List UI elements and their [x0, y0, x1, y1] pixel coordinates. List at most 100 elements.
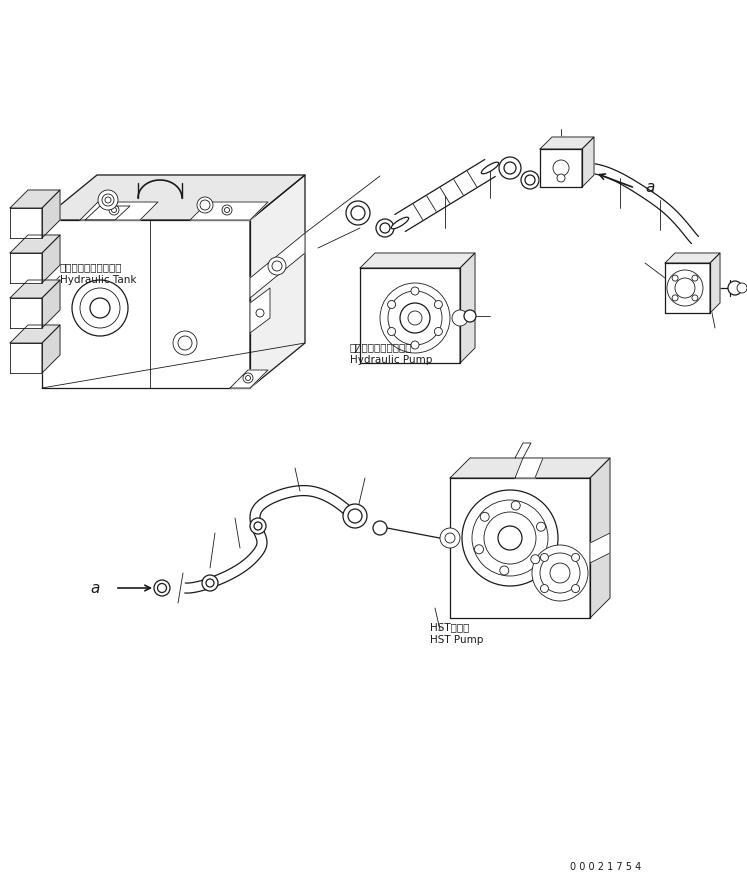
- Circle shape: [511, 501, 520, 510]
- Circle shape: [525, 175, 535, 185]
- Circle shape: [440, 528, 460, 548]
- Polygon shape: [710, 253, 720, 313]
- Circle shape: [348, 509, 362, 523]
- Polygon shape: [10, 280, 60, 298]
- Circle shape: [72, 280, 128, 336]
- Circle shape: [80, 288, 120, 328]
- Circle shape: [540, 553, 580, 593]
- Polygon shape: [250, 175, 305, 388]
- Text: ハイドロリックタンク: ハイドロリックタンク: [60, 262, 123, 272]
- Circle shape: [206, 579, 214, 587]
- Polygon shape: [450, 478, 590, 618]
- Polygon shape: [10, 253, 42, 283]
- Circle shape: [521, 171, 539, 189]
- Circle shape: [571, 553, 580, 561]
- Circle shape: [480, 512, 489, 521]
- Polygon shape: [590, 533, 610, 563]
- Text: Hydraulic Tank: Hydraulic Tank: [60, 275, 137, 285]
- Circle shape: [343, 504, 367, 528]
- Circle shape: [536, 522, 545, 531]
- Polygon shape: [540, 149, 582, 187]
- Circle shape: [250, 518, 266, 534]
- Circle shape: [105, 197, 111, 203]
- Circle shape: [254, 522, 262, 530]
- Text: Hydraulic Pump: Hydraulic Pump: [350, 355, 433, 365]
- Circle shape: [550, 563, 570, 583]
- Circle shape: [464, 310, 476, 322]
- Circle shape: [388, 328, 396, 336]
- Circle shape: [672, 295, 678, 301]
- Circle shape: [222, 205, 232, 215]
- Circle shape: [373, 521, 387, 535]
- Circle shape: [154, 580, 170, 596]
- Circle shape: [346, 201, 370, 225]
- Circle shape: [435, 328, 442, 336]
- Circle shape: [531, 555, 540, 564]
- Text: a: a: [645, 180, 654, 195]
- Polygon shape: [250, 288, 270, 333]
- Circle shape: [484, 512, 536, 564]
- Polygon shape: [250, 233, 305, 298]
- Polygon shape: [10, 325, 60, 343]
- Circle shape: [111, 208, 117, 212]
- Polygon shape: [85, 206, 130, 220]
- Polygon shape: [665, 263, 710, 313]
- Polygon shape: [42, 280, 60, 328]
- Circle shape: [388, 291, 442, 345]
- Circle shape: [380, 223, 390, 233]
- Polygon shape: [10, 208, 42, 238]
- Circle shape: [243, 373, 253, 383]
- Polygon shape: [10, 298, 42, 328]
- Circle shape: [200, 200, 210, 210]
- Circle shape: [388, 300, 396, 308]
- Circle shape: [532, 545, 588, 601]
- Polygon shape: [540, 137, 594, 149]
- Circle shape: [474, 544, 483, 554]
- Circle shape: [225, 208, 229, 212]
- Polygon shape: [582, 137, 594, 187]
- Circle shape: [504, 162, 516, 174]
- Circle shape: [411, 341, 419, 349]
- Polygon shape: [42, 175, 305, 220]
- Circle shape: [272, 261, 282, 271]
- Circle shape: [351, 206, 365, 220]
- Polygon shape: [360, 253, 475, 268]
- Ellipse shape: [391, 218, 409, 229]
- Circle shape: [499, 157, 521, 179]
- Circle shape: [158, 583, 167, 592]
- Circle shape: [571, 584, 580, 592]
- Polygon shape: [230, 370, 268, 388]
- Polygon shape: [360, 268, 460, 363]
- Polygon shape: [460, 253, 475, 363]
- Text: HSTポンプ: HSTポンプ: [430, 622, 469, 632]
- Circle shape: [540, 553, 548, 561]
- Circle shape: [376, 219, 394, 237]
- Polygon shape: [515, 443, 531, 458]
- Circle shape: [452, 310, 468, 326]
- Polygon shape: [665, 253, 720, 263]
- Circle shape: [268, 257, 286, 275]
- Polygon shape: [42, 220, 250, 388]
- Circle shape: [667, 270, 703, 306]
- Circle shape: [197, 197, 213, 213]
- Circle shape: [728, 281, 742, 295]
- Circle shape: [90, 298, 110, 318]
- Circle shape: [557, 174, 565, 182]
- Circle shape: [692, 275, 698, 281]
- Polygon shape: [42, 325, 60, 373]
- Circle shape: [672, 275, 678, 281]
- Circle shape: [500, 566, 509, 575]
- Circle shape: [400, 303, 430, 333]
- Polygon shape: [10, 190, 60, 208]
- Circle shape: [462, 490, 558, 586]
- Circle shape: [692, 295, 698, 301]
- Circle shape: [173, 331, 197, 355]
- Circle shape: [408, 311, 422, 325]
- Circle shape: [540, 584, 548, 592]
- Circle shape: [178, 336, 192, 350]
- Circle shape: [737, 283, 747, 293]
- Text: a: a: [90, 581, 99, 596]
- Circle shape: [246, 376, 250, 380]
- Polygon shape: [515, 458, 543, 478]
- Polygon shape: [590, 458, 610, 618]
